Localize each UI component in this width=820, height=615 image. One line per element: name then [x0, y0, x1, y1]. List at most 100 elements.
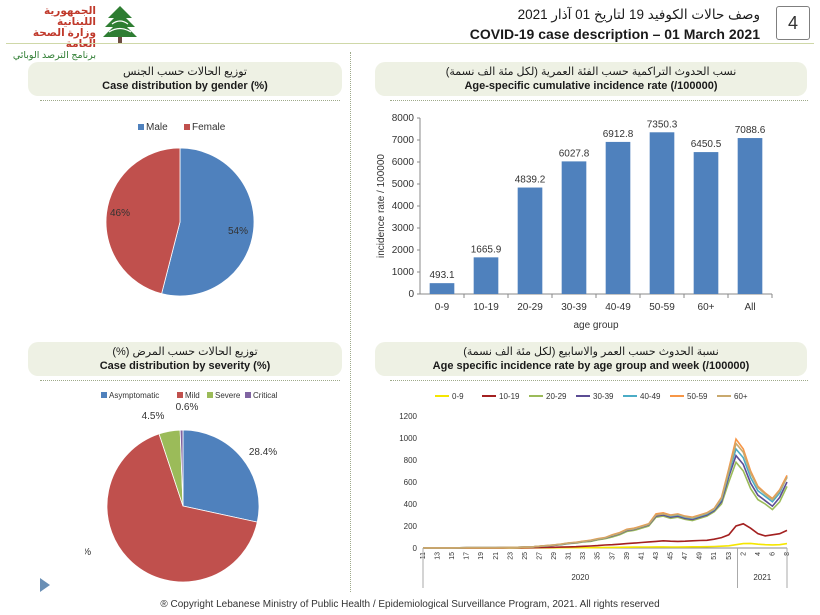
pie-slice-mild [106, 433, 258, 583]
x-tick-label-60+: 60+ [698, 302, 715, 313]
y-axis-label: incidence rate / 100000 [376, 154, 387, 258]
bar-value-label-20-29: 4839.2 [515, 175, 546, 186]
y-tick-label: 2000 [392, 245, 415, 256]
legend-label-mild: Mild [185, 391, 200, 400]
y-tick-label: 6000 [392, 157, 415, 168]
severity-title-english: Case distribution by severity (%) [99, 360, 271, 372]
bar-50-59 [649, 132, 675, 294]
y-tick-label: 3000 [392, 223, 415, 234]
x-tick-label-week-29: 29 [551, 552, 558, 560]
bar-40-49 [605, 141, 631, 294]
slide-header: الجمهورية اللبنانية وزارة الصحة العامة ب… [0, 0, 820, 61]
slide-title-english: COVID-19 case description – 01 March 202… [469, 26, 760, 42]
legend-label-male: Male [146, 122, 168, 133]
x-tick-label-week-51: 51 [711, 552, 718, 560]
series-line-20-29 [422, 460, 788, 549]
pie-value-label-severe: 4.5% [142, 411, 165, 422]
gender-title-english: Case distribution by gender (%) [102, 80, 268, 92]
bar-20-29 [517, 187, 543, 294]
x-tick-label-10-19: 10-19 [473, 302, 499, 313]
bar-value-label-10-19: 1665.9 [471, 244, 502, 255]
bar-value-label-50-59: 7350.3 [647, 119, 678, 130]
x-tick-label-week-27: 27 [536, 552, 543, 560]
legend-label-female: Female [192, 122, 226, 133]
gender-title-arabic: توزيع الحالات حسب الجنس [123, 66, 247, 78]
age-title-underline [390, 100, 808, 101]
bar-value-label-0-9: 493.1 [429, 270, 454, 281]
y-tick-label: 800 [404, 456, 418, 465]
weekly-title-english: Age specific incidence rate by age group… [432, 360, 750, 372]
x-tick-label-week-31: 31 [566, 552, 573, 560]
legend-label-30-39: 30-39 [593, 392, 614, 401]
bar-value-label-30-39: 6027.8 [559, 148, 590, 159]
x-tick-label-week-49: 49 [697, 552, 704, 560]
severity-title-underline [40, 380, 340, 381]
age-title-english: Age-specific cumulative incidence rate (… [464, 80, 718, 92]
y-tick-label: 8000 [392, 113, 415, 124]
series-line-30-39 [422, 453, 788, 549]
x-tick-label-week-45: 45 [668, 552, 675, 560]
severity-pie-chart: Asymptomatic Mild Severe Critical 28.4% 66.5%… [85, 391, 278, 583]
legend-label-40-49: 40-49 [640, 392, 661, 401]
x-tick-label-0-9: 0-9 [435, 302, 450, 313]
x-tick-label-50-59: 50-59 [649, 302, 675, 313]
y-tick-label: 4000 [392, 201, 415, 212]
x-tick-label-40-49: 40-49 [605, 302, 631, 313]
x-tick-label-week-37: 37 [609, 552, 616, 560]
bar-value-label-All: 7088.6 [735, 125, 766, 136]
legend-label-severe: Severe [215, 391, 241, 400]
x-tick-label-week-47: 47 [682, 552, 689, 560]
pie-value-label-male: 54% [228, 226, 248, 237]
bar-60+ [693, 152, 719, 294]
logo-line-republic: الجمهورية اللبنانية [43, 5, 96, 28]
pie-value-label-female: 46% [110, 208, 130, 219]
series-line-60+ [422, 441, 788, 549]
slide-title-arabic: وصف حالات الكوفيد 19 لتاريخ 01 آذار 2021 [517, 7, 760, 22]
x-tick-label-week-15: 15 [449, 552, 456, 560]
ministry-logo: الجمهورية اللبنانية وزارة الصحة العامة ب… [4, 4, 139, 61]
x-tick-label-week-25: 25 [522, 552, 529, 560]
x-tick-label-week-2: 2 [740, 552, 747, 556]
legend-swatch-asymptomatic [101, 392, 107, 398]
play-icon[interactable] [40, 578, 50, 592]
bar-10-19 [473, 257, 499, 294]
logo-line-ministry: وزارة الصحة العامة [32, 27, 96, 50]
pie-slice-male [161, 147, 255, 297]
x-tick-label-All: All [744, 302, 755, 313]
slide-title: وصف حالات الكوفيد 19 لتاريخ 01 آذار 2021… [470, 6, 760, 44]
legend-swatch-severe [207, 392, 213, 398]
x-axis-label: age group [573, 320, 618, 331]
x-tick-label-week-35: 35 [595, 552, 602, 560]
x-tick-label-week-41: 41 [638, 552, 645, 560]
gender-title-underline [40, 100, 340, 101]
gender-panel-title: توزيع الحالات حسب الجنس Case distributio… [28, 62, 342, 96]
age-bar-chart: 0 1000 2000 3000 4000 5000 6000 7000 8000 493.1 0-… [376, 113, 773, 331]
legend-label-critical: Critical [253, 391, 278, 400]
y-tick-label: 5000 [392, 179, 415, 190]
pie-slice-female [105, 147, 181, 295]
legend-label-20-29: 20-29 [546, 392, 567, 401]
x-tick-label-week-23: 23 [507, 552, 514, 560]
bar-0-9 [429, 283, 455, 294]
pie-value-label-mild: 66.5% [85, 547, 91, 558]
y-tick-label: 1000 [392, 267, 415, 278]
y-tick-label: 200 [404, 522, 418, 531]
series-line-40-49 [422, 447, 788, 549]
legend-swatch-mild [177, 392, 183, 398]
pie-slice-critical [179, 429, 184, 507]
bar-30-39 [561, 161, 587, 294]
vertical-divider [350, 52, 351, 592]
x-tick-label-week-39: 39 [624, 552, 631, 560]
y-tick-label: 0 [408, 289, 414, 300]
x-tick-label-week-43: 43 [653, 552, 660, 560]
slide-number: 4 [776, 6, 810, 40]
x-tick-label-week-17: 17 [464, 552, 471, 560]
y-tick-label: 600 [404, 478, 418, 487]
legend-label-0-9: 0-9 [452, 392, 464, 401]
x-tick-label-week-33: 33 [580, 552, 587, 560]
bar-value-label-60+: 6450.5 [691, 139, 722, 150]
x-tick-label-20-29: 20-29 [517, 302, 543, 313]
weekly-title-underline [390, 380, 808, 381]
severity-title-arabic: توزيع الحالات حسب المرض (%) [112, 346, 258, 358]
x-tick-label-week-53: 53 [726, 552, 733, 560]
